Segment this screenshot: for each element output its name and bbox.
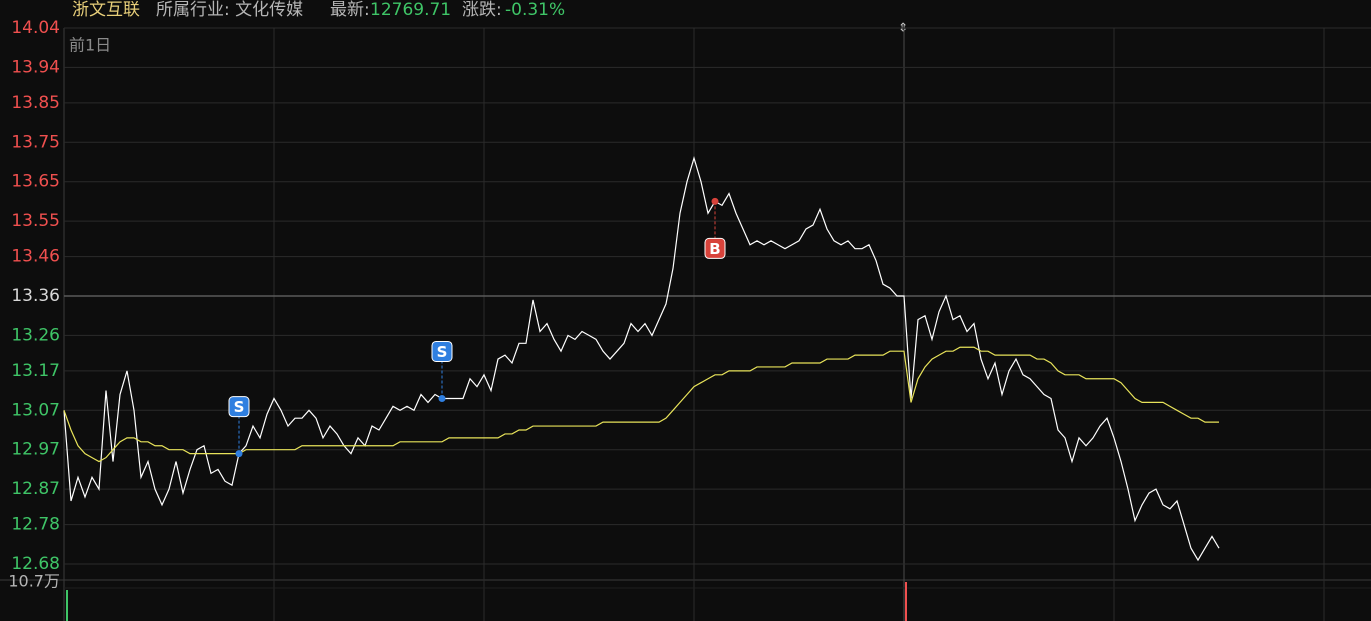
signal-badge <box>704 237 726 259</box>
y-tick-label: 13.07 <box>11 400 60 420</box>
y-tick-label: 13.65 <box>11 172 60 192</box>
y-tick-label: 13.94 <box>11 57 60 77</box>
signal-dot <box>235 450 243 458</box>
change-value: -0.31% <box>505 0 565 20</box>
volume-tick-label: 10.7万 <box>8 572 60 591</box>
average-line <box>63 346 1219 463</box>
y-tick-label: 12.87 <box>11 479 60 499</box>
y-tick-label: 13.85 <box>11 93 60 113</box>
signal-label: S <box>437 343 448 361</box>
y-tick-label: 14.04 <box>11 18 60 38</box>
y-tick-label: 13.75 <box>11 132 60 152</box>
y-tick-label: 12.68 <box>11 554 60 574</box>
latest-value: 12769.71 <box>370 0 451 20</box>
signal-badge <box>431 340 453 362</box>
signal-badge <box>228 396 250 418</box>
signal-dot <box>711 197 719 205</box>
signal-label: B <box>709 240 720 258</box>
industry: 所属行业: 文化传媒 <box>156 0 303 20</box>
signal-label: S <box>234 398 245 416</box>
change-label: 涨跌: <box>462 0 502 20</box>
stock-name: 浙文互联 <box>72 0 140 20</box>
signal-dot <box>438 394 446 402</box>
y-tick-label: 13.55 <box>11 211 60 231</box>
y-tick-label: 13.26 <box>11 325 60 345</box>
y-tick-label: 13.17 <box>11 361 60 381</box>
y-tick-label: 12.97 <box>11 440 60 460</box>
y-tick-label: 12.78 <box>11 515 60 535</box>
y-tick-label: 13.36 <box>11 286 60 306</box>
price-line <box>63 155 1220 562</box>
latest-label: 最新: <box>330 0 370 20</box>
y-tick-label: 13.46 <box>11 247 60 267</box>
reference-label: 前1日 <box>69 36 111 55</box>
